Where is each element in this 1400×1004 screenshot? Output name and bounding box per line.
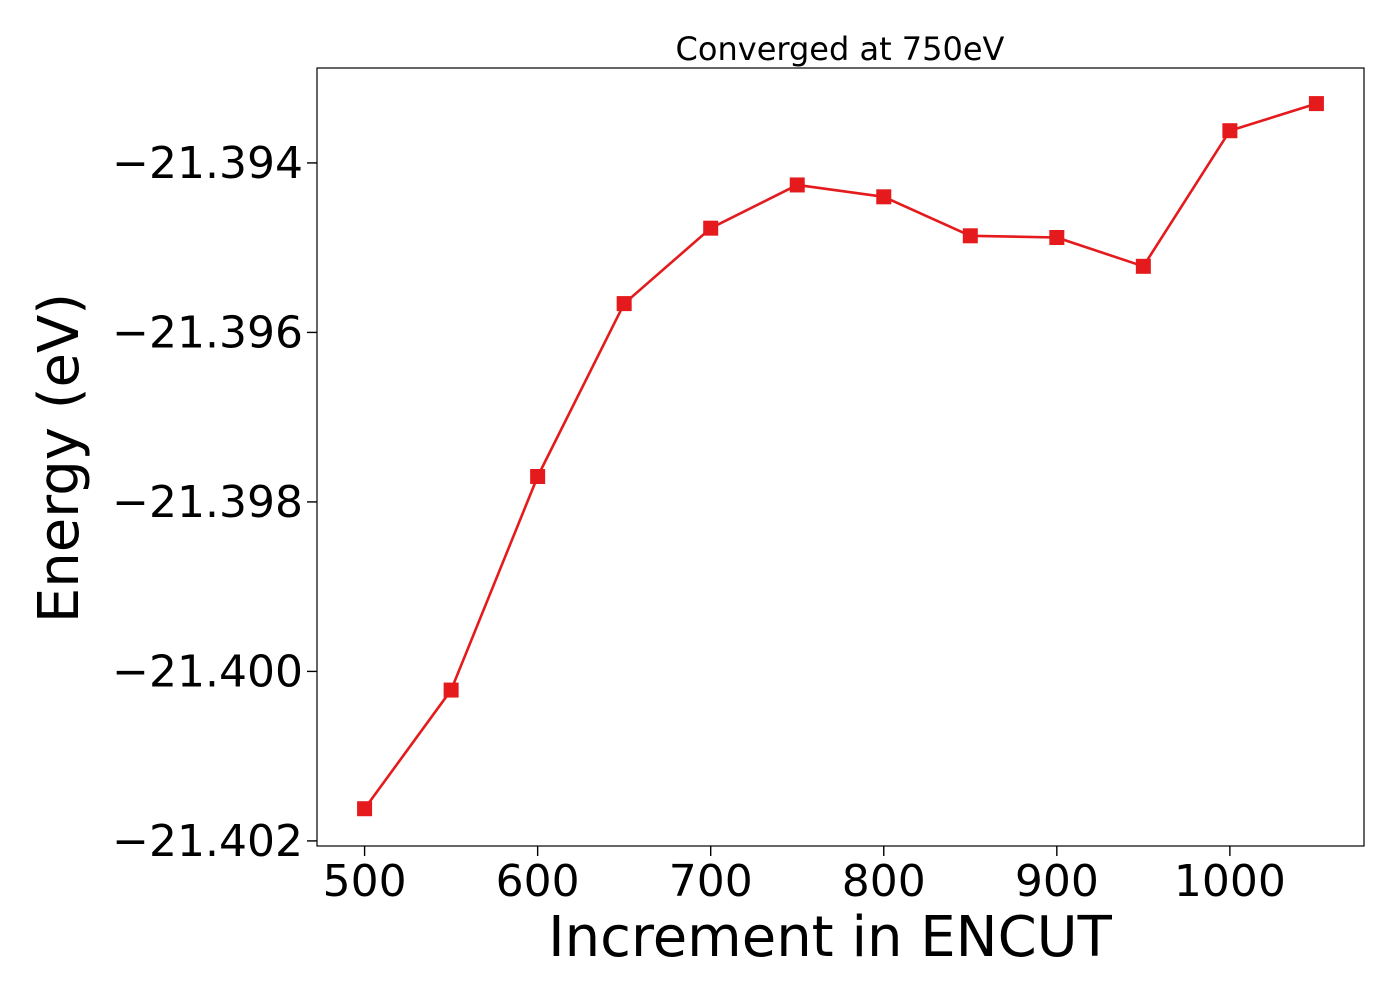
y-tick-label: −21.400 — [112, 646, 303, 697]
data-point — [357, 801, 373, 817]
chart-title: Converged at 750eV — [676, 30, 1005, 68]
x-tick-label: 600 — [496, 856, 580, 907]
series-points — [357, 96, 1324, 817]
series-line — [363, 102, 1317, 810]
y-tick-label: −21.396 — [112, 307, 303, 358]
data-point — [876, 189, 892, 205]
y-tick-label: −21.398 — [112, 477, 303, 528]
data-point — [962, 228, 978, 244]
data-point — [1222, 123, 1238, 139]
data-point — [1135, 258, 1151, 274]
data-point — [1049, 229, 1065, 245]
x-tick-label: 800 — [842, 856, 926, 907]
x-axis-ticks: 500 600 700 800 900 1000 — [323, 846, 1286, 907]
data-point — [789, 177, 805, 193]
data-point — [616, 296, 632, 312]
data-point — [703, 220, 719, 236]
x-tick-label: 500 — [323, 856, 407, 907]
data-point — [530, 468, 546, 484]
plot-frame — [316, 67, 1365, 847]
y-tick-label: −21.394 — [112, 138, 303, 189]
y-tick-label: −21.402 — [112, 816, 303, 867]
x-tick-label: 900 — [1015, 856, 1099, 907]
x-axis-label: Increment in ENCUT — [548, 905, 1113, 970]
y-axis-ticks: −21.402 −21.400 −21.398 −21.396 −21.394 — [112, 138, 317, 867]
x-tick-label: 1000 — [1174, 856, 1286, 907]
data-point — [443, 682, 459, 698]
x-tick-label: 700 — [669, 856, 753, 907]
data-point — [1308, 96, 1324, 112]
y-axis-label: Energy (eV) — [27, 293, 92, 623]
